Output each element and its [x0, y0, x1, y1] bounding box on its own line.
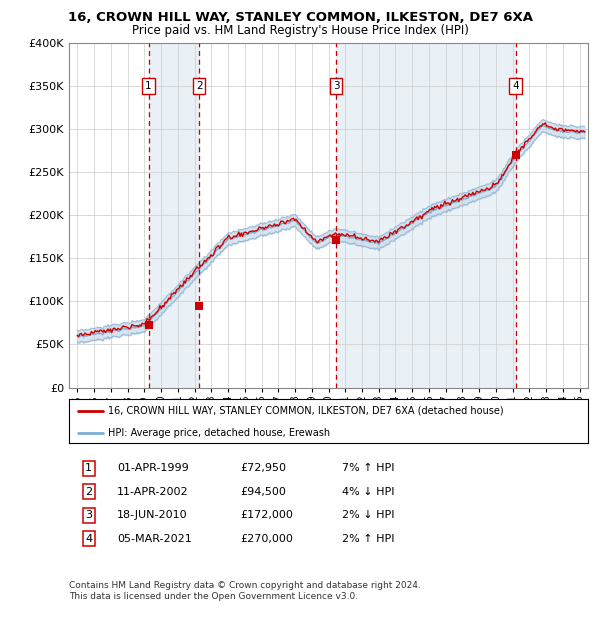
Text: 7% ↑ HPI: 7% ↑ HPI [342, 463, 395, 473]
Text: 01-APR-1999: 01-APR-1999 [117, 463, 189, 473]
Text: Contains HM Land Registry data © Crown copyright and database right 2024.: Contains HM Land Registry data © Crown c… [69, 581, 421, 590]
Text: 05-MAR-2021: 05-MAR-2021 [117, 534, 192, 544]
Text: 4% ↓ HPI: 4% ↓ HPI [342, 487, 395, 497]
Text: £270,000: £270,000 [240, 534, 293, 544]
Text: £172,000: £172,000 [240, 510, 293, 520]
Text: This data is licensed under the Open Government Licence v3.0.: This data is licensed under the Open Gov… [69, 592, 358, 601]
Text: 3: 3 [85, 510, 92, 520]
Bar [336, 43, 515, 388]
Text: Price paid vs. HM Land Registry's House Price Index (HPI): Price paid vs. HM Land Registry's House … [131, 24, 469, 37]
Text: £94,500: £94,500 [240, 487, 286, 497]
Text: 2: 2 [85, 487, 92, 497]
Text: 4: 4 [512, 81, 519, 91]
Text: 16, CROWN HILL WAY, STANLEY COMMON, ILKESTON, DE7 6XA (detached house): 16, CROWN HILL WAY, STANLEY COMMON, ILKE… [108, 405, 503, 416]
Text: 3: 3 [333, 81, 340, 91]
Text: 2: 2 [196, 81, 203, 91]
Text: 11-APR-2002: 11-APR-2002 [117, 487, 188, 497]
Bar [149, 43, 199, 388]
Text: 2% ↑ HPI: 2% ↑ HPI [342, 534, 395, 544]
Text: HPI: Average price, detached house, Erewash: HPI: Average price, detached house, Erew… [108, 428, 330, 438]
Text: 1: 1 [85, 463, 92, 473]
Text: 18-JUN-2010: 18-JUN-2010 [117, 510, 188, 520]
Text: 1: 1 [145, 81, 152, 91]
Text: 4: 4 [85, 534, 92, 544]
Text: £72,950: £72,950 [240, 463, 286, 473]
Text: 16, CROWN HILL WAY, STANLEY COMMON, ILKESTON, DE7 6XA: 16, CROWN HILL WAY, STANLEY COMMON, ILKE… [67, 11, 533, 24]
Text: 2% ↓ HPI: 2% ↓ HPI [342, 510, 395, 520]
